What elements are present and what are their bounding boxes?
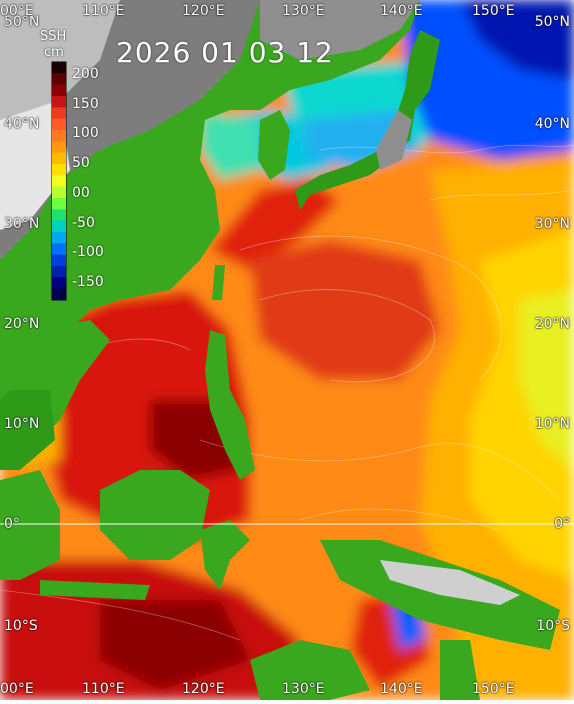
- lat-label-right: 0°: [554, 516, 570, 532]
- lon-label-top: 00°E: [0, 3, 34, 19]
- colorbar-swatch: [52, 73, 66, 86]
- lon-label-bottom: 140°E: [380, 681, 423, 697]
- contour-lines: [0, 144, 574, 641]
- colorbar-swatch: [52, 220, 66, 233]
- colorbar-tick-label: 150: [72, 95, 99, 112]
- lon-label-bottom: 120°E: [182, 681, 225, 697]
- colorbar-swatch: [52, 266, 66, 278]
- lat-label-left: 40°N: [4, 116, 40, 132]
- lat-label-left: 20°N: [4, 316, 40, 332]
- lon-label-top: 120°E: [182, 3, 225, 19]
- colorbar-tick-label: -100: [72, 244, 104, 261]
- lat-label-left: 10°N: [4, 416, 40, 432]
- colorbar-variable: SSH: [40, 29, 67, 44]
- lon-label-top: 140°E: [380, 3, 423, 19]
- colorbar-swatch: [52, 96, 66, 108]
- lat-label-right: 10°N: [534, 416, 570, 432]
- lat-label-right: 20°N: [534, 316, 570, 332]
- colorbar-tick-label: -150: [72, 274, 104, 290]
- colorbar-swatch: [52, 62, 66, 74]
- colorbar-swatch: [52, 175, 66, 188]
- lon-label-bottom: 130°E: [282, 681, 325, 697]
- colorbar-tick-label: 200: [72, 66, 99, 82]
- lon-label-top: 110°E: [82, 3, 125, 19]
- colorbar-swatch: [52, 141, 66, 154]
- lon-label-top: 150°E: [472, 3, 515, 19]
- lat-label-right: 50°N: [534, 14, 570, 30]
- colorbar-unit: cm: [44, 45, 64, 60]
- lat-label-right: 30°N: [534, 216, 570, 232]
- colorbar-tick-label: 50: [72, 155, 90, 172]
- lat-label-left: 50°N: [4, 14, 40, 30]
- lon-label-top: 130°E: [282, 3, 325, 19]
- colorbar-swatch: [52, 232, 66, 244]
- colorbar-swatch: [52, 209, 66, 222]
- lat-label-left: 0°: [4, 516, 20, 532]
- colorbar-swatch: [52, 84, 66, 97]
- colorbar-swatch: [52, 152, 66, 165]
- lon-label-bottom: 00°E: [0, 681, 34, 697]
- colorbar-swatch: [52, 118, 66, 131]
- colorbar-tick-label: 100: [72, 125, 99, 142]
- map-timestamp: 2026 01 03 12: [116, 36, 334, 69]
- colorbar-tick-label: -50: [72, 214, 95, 231]
- lat-label-right: 10°S: [536, 618, 570, 634]
- colorbar-swatch: [52, 198, 66, 210]
- lat-label-right: 40°N: [534, 116, 570, 132]
- colorbar-swatch: [52, 243, 66, 256]
- colorbar-swatch: [52, 277, 66, 290]
- lon-label-bottom: 150°E: [472, 681, 515, 697]
- colorbar-swatch: [52, 288, 66, 301]
- lat-label-left: 30°N: [4, 216, 40, 232]
- colorbar-swatch: [52, 164, 66, 176]
- colorbar-swatch: [52, 107, 66, 120]
- colorbar-swatch: [52, 254, 66, 267]
- colorbar-swatch: [52, 186, 66, 199]
- colorbar-stripes: [52, 62, 66, 301]
- lon-label-bottom: 110°E: [82, 681, 125, 697]
- colorbar-tick-label: 00: [72, 184, 90, 201]
- colorbar: [51, 61, 67, 301]
- colorbar-swatch: [52, 130, 66, 142]
- lat-label-left: 10°S: [4, 618, 38, 634]
